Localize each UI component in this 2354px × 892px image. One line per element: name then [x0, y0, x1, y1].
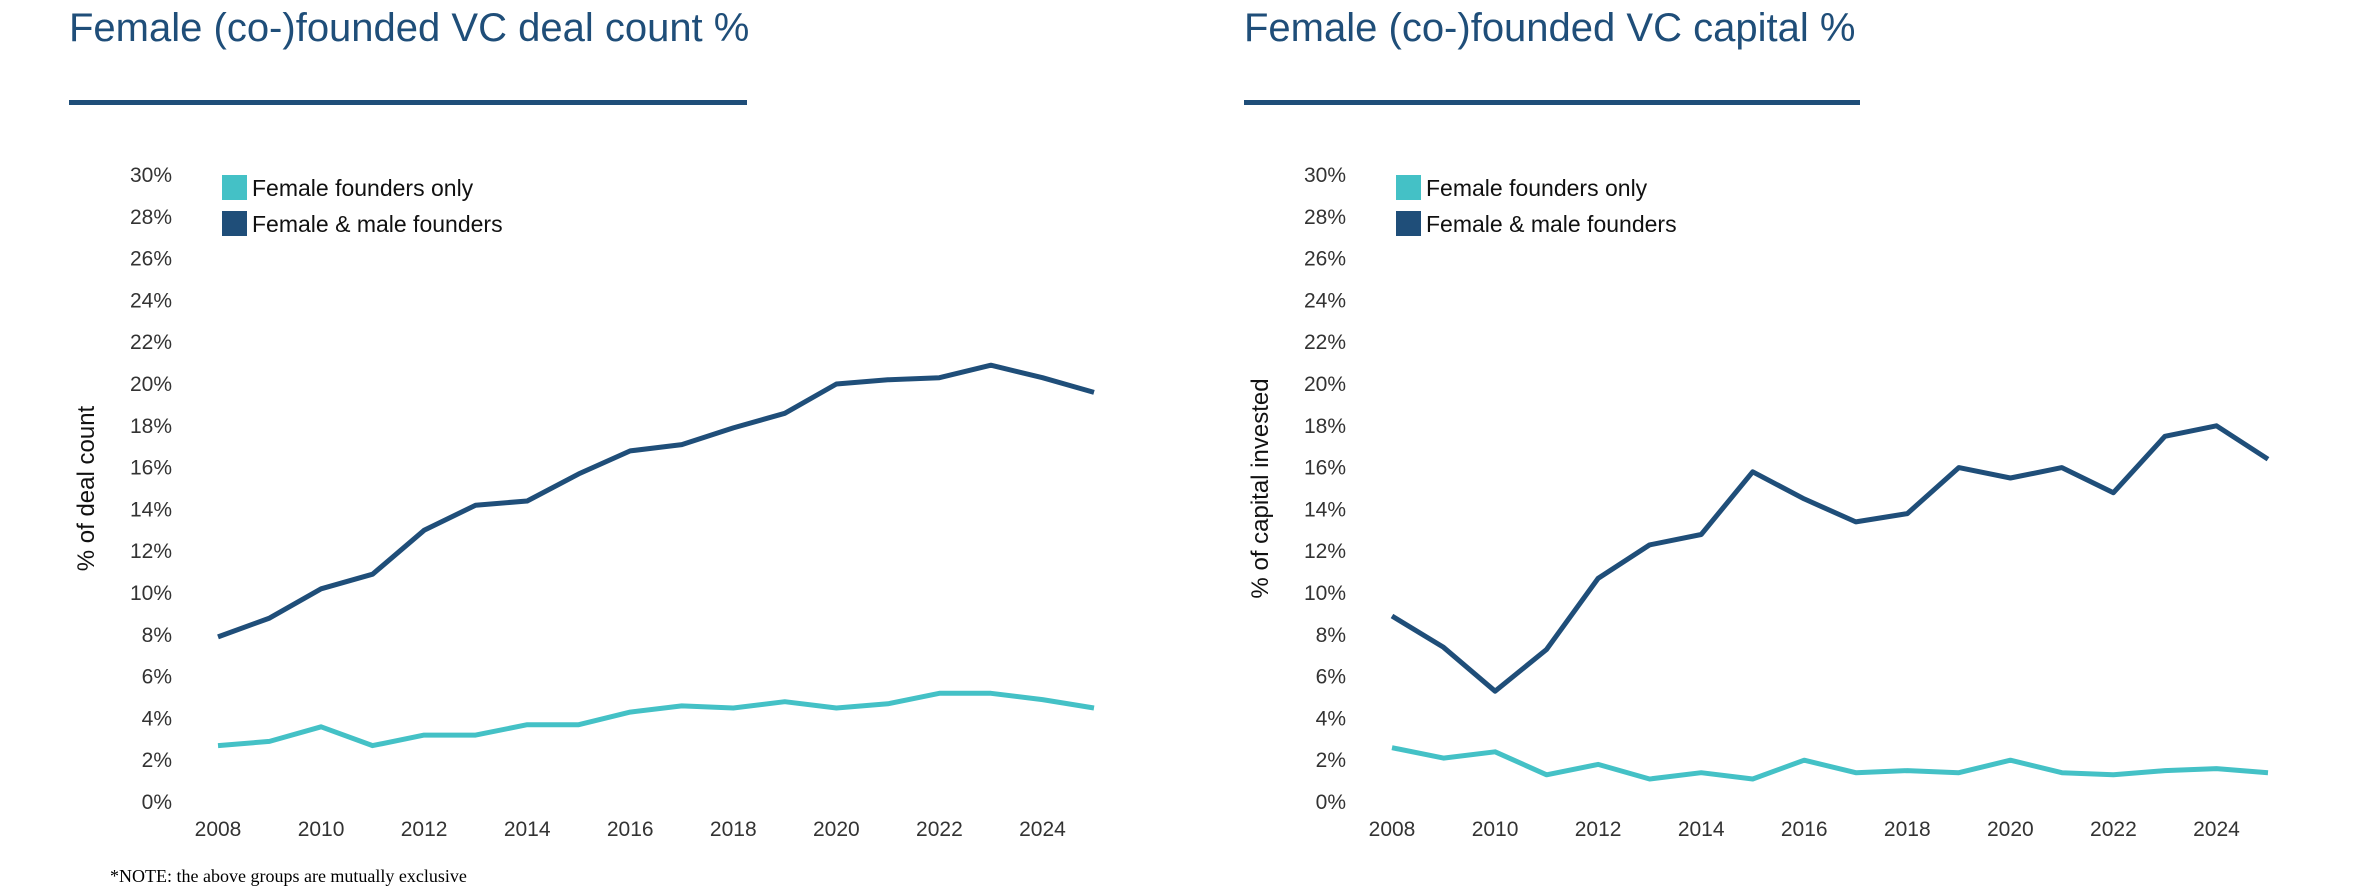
y-tick-label: 12%	[1304, 540, 1346, 563]
x-tick-label: 2016	[1781, 818, 1828, 841]
y-tick-label: 28%	[130, 206, 172, 229]
y-tick-label: 16%	[130, 457, 172, 480]
x-tick-label: 2018	[1884, 818, 1931, 841]
legend-label: Female founders only	[1426, 175, 1648, 201]
series-line	[217, 690, 1095, 749]
y-tick-label: 14%	[130, 498, 172, 521]
x-tick-label: 2022	[916, 818, 963, 841]
legend-swatch	[1396, 175, 1421, 200]
x-tick-label: 2022	[2090, 818, 2137, 841]
y-tick-label: 10%	[130, 582, 172, 605]
chart-title-capital: Female (co-)founded VC capital %	[1244, 6, 1856, 50]
x-tick-label: 2024	[2193, 818, 2240, 841]
chart-title-deal-count: Female (co-)founded VC deal count %	[69, 6, 750, 50]
legend-label: Female & male founders	[252, 211, 503, 237]
x-tick-label: 2008	[195, 818, 242, 841]
y-tick-label: 6%	[142, 666, 172, 689]
y-tick-label: 12%	[130, 540, 172, 563]
y-tick-label: 30%	[130, 164, 172, 187]
x-tick-label: 2016	[607, 818, 654, 841]
y-tick-label: 16%	[1304, 457, 1346, 480]
y-tick-label: 18%	[130, 415, 172, 438]
y-tick-label: 30%	[1304, 164, 1346, 187]
footnote: *NOTE: the above groups are mutually exc…	[110, 866, 467, 886]
y-tick-label: 0%	[1316, 791, 1346, 814]
legend-swatch	[222, 211, 247, 236]
y-tick-label: 28%	[1304, 206, 1346, 229]
x-tick-label: 2020	[1987, 818, 2034, 841]
y-tick-label: 8%	[1316, 624, 1346, 647]
y-tick-label: 20%	[1304, 373, 1346, 396]
series-line	[217, 362, 1095, 640]
x-tick-label: 2014	[1678, 818, 1725, 841]
y-axis-label: % of capital invested	[1247, 378, 1274, 598]
y-tick-label: 4%	[142, 707, 172, 730]
y-tick-label: 8%	[142, 624, 172, 647]
y-tick-label: 20%	[130, 373, 172, 396]
x-tick-label: 2012	[1575, 818, 1622, 841]
y-tick-label: 2%	[1316, 749, 1346, 772]
y-tick-label: 26%	[130, 248, 172, 271]
y-tick-label: 22%	[130, 331, 172, 354]
legend-swatch	[222, 175, 247, 200]
legend-label: Female & male founders	[1426, 211, 1677, 237]
legend-label: Female founders only	[252, 175, 474, 201]
x-tick-label: 2012	[401, 818, 448, 841]
deal-count-chart: 0% 2% 4% 6% 8% 10% 12% 14% 16% 18% 20% 22% 24% 26% 28%…	[73, 164, 1095, 841]
y-tick-label: 14%	[1304, 498, 1346, 521]
x-tick-label: 2024	[1019, 818, 1066, 841]
y-tick-label: 22%	[1304, 331, 1346, 354]
x-tick-label: 2020	[813, 818, 860, 841]
x-tick-label: 2008	[1369, 818, 1416, 841]
y-tick-label: 24%	[1304, 289, 1346, 312]
series-line	[1390, 423, 2270, 694]
x-tick-label: 2018	[710, 818, 757, 841]
y-tick-label: 4%	[1316, 707, 1346, 730]
series-line	[1391, 745, 2269, 782]
title-underline	[69, 100, 747, 105]
x-tick-label: 2010	[1472, 818, 1519, 841]
y-axis-label: % of deal count	[73, 405, 100, 571]
y-tick-label: 6%	[1316, 666, 1346, 689]
y-tick-label: 2%	[142, 749, 172, 772]
legend-swatch	[1396, 211, 1421, 236]
y-tick-label: 26%	[1304, 248, 1346, 271]
title-underline	[1244, 100, 1860, 105]
y-tick-label: 0%	[142, 791, 172, 814]
x-tick-label: 2010	[298, 818, 345, 841]
y-tick-label: 10%	[1304, 582, 1346, 605]
y-tick-label: 18%	[1304, 415, 1346, 438]
y-tick-label: 24%	[130, 289, 172, 312]
x-tick-label: 2014	[504, 818, 551, 841]
